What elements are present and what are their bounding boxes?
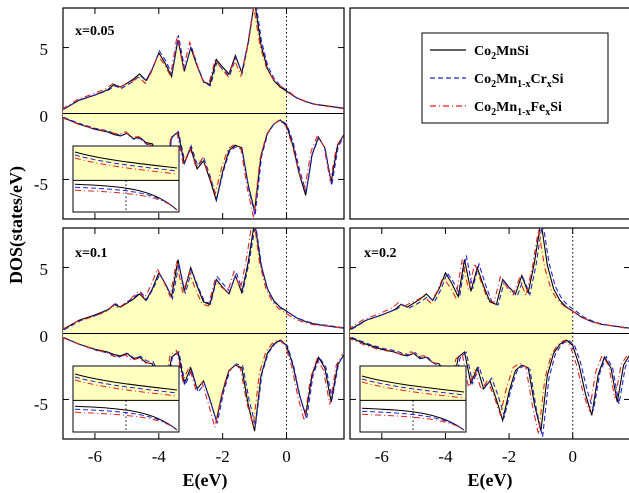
panel-plot-x01	[63, 228, 344, 439]
dos-line-co2mn1-xcrxsi-up	[63, 228, 344, 331]
x-axis-label-right: E(eV)	[468, 470, 513, 491]
dos-fill-down	[63, 333, 287, 432]
x-tick-label: -4	[152, 447, 167, 466]
inset-x02	[359, 365, 467, 433]
dos-line-co2mn1-xfexsi-down	[350, 338, 629, 435]
y-axis-label: DOS(states/eV)	[6, 166, 27, 284]
x-tick-labels: -6 -4 -2 0 -6 -4 -2 0	[88, 447, 577, 466]
inset-line-up	[74, 151, 178, 169]
inset-fill	[74, 367, 178, 402]
inset-line-up	[74, 373, 178, 391]
panel-plot-x02	[350, 228, 629, 439]
dos-line-co2mn1-xfexsi-up	[350, 229, 628, 329]
inset-line-down	[361, 407, 465, 431]
dos-line-co2mnsi-up	[63, 228, 344, 330]
inset-x005	[72, 145, 180, 213]
inset-line-up	[74, 376, 178, 394]
legend-label-fe: Co2Mn1-xFexSi	[474, 100, 562, 118]
y-tick-label: 0	[40, 107, 49, 126]
x-tick-label: -6	[375, 447, 389, 466]
dos-fill-down	[350, 333, 573, 432]
y-tick-label: -5	[34, 395, 48, 414]
dos-line-co2mn1-xcrxsi-up	[351, 228, 629, 330]
inset-line-up	[74, 154, 178, 172]
legend: Co2MnSi Co2Mn1-xCrxSi Co2Mn1-xFexSi	[421, 32, 609, 124]
inset-line-up	[361, 375, 465, 393]
x-tick-label: -2	[502, 447, 516, 466]
legend-box	[421, 32, 609, 124]
inset-line-up	[74, 157, 178, 175]
dos-line-co2mn1-xfexsi-up	[63, 228, 343, 330]
inset-line-up	[74, 379, 178, 397]
dos-line-co2mn1-xcrxsi-down	[351, 336, 629, 438]
inset-line-down	[361, 413, 465, 431]
legend-label-cr: Co2Mn1-xCrxSi	[474, 72, 564, 90]
inset-fill	[74, 147, 178, 182]
panel-label-x02: x=0.2	[364, 246, 396, 261]
inset-line-up	[361, 378, 465, 396]
y-tick-label: 0	[40, 327, 49, 346]
dos-line-co2mnsi-down	[350, 336, 629, 432]
panel-plot-x005	[63, 8, 344, 219]
x-axis-label-left: E(eV)	[183, 470, 228, 491]
dos-line-co2mn1-xfexsi-down	[63, 337, 344, 428]
legend-label-co2mnsi: Co2MnSi	[474, 44, 529, 62]
x-tick-label: -2	[216, 447, 230, 466]
x-tick-label: -4	[438, 447, 453, 466]
inset-line-down	[74, 411, 178, 431]
x-tick-label: -6	[88, 447, 102, 466]
y-tick-label: 5	[40, 40, 49, 59]
x-tick-label: 0	[568, 447, 577, 466]
x-tick-label: 0	[282, 447, 291, 466]
dos-fill-down	[63, 113, 287, 212]
plot-layer	[63, 8, 629, 439]
y-tick-label: 5	[40, 260, 49, 279]
y-tick-label: -5	[34, 175, 48, 194]
panel-frame-top-right	[349, 7, 629, 220]
inset-line-down	[74, 189, 178, 211]
dos-line-co2mn1-xfexsi-down	[63, 117, 344, 218]
dos-line-co2mn1-xcrxsi-down	[63, 116, 344, 216]
dos-line-co2mn1-xcrxsi-down	[63, 336, 344, 426]
dos-line-co2mn1-xcrxsi-up	[63, 8, 344, 110]
inset-x01	[72, 365, 180, 433]
inset-fill	[361, 367, 465, 402]
panel-label-x01: x=0.1	[75, 246, 107, 261]
panel-label-x005: x=0.05	[75, 24, 114, 39]
dos-line-co2mnsi-up	[63, 8, 344, 110]
inset-line-up	[361, 381, 465, 399]
